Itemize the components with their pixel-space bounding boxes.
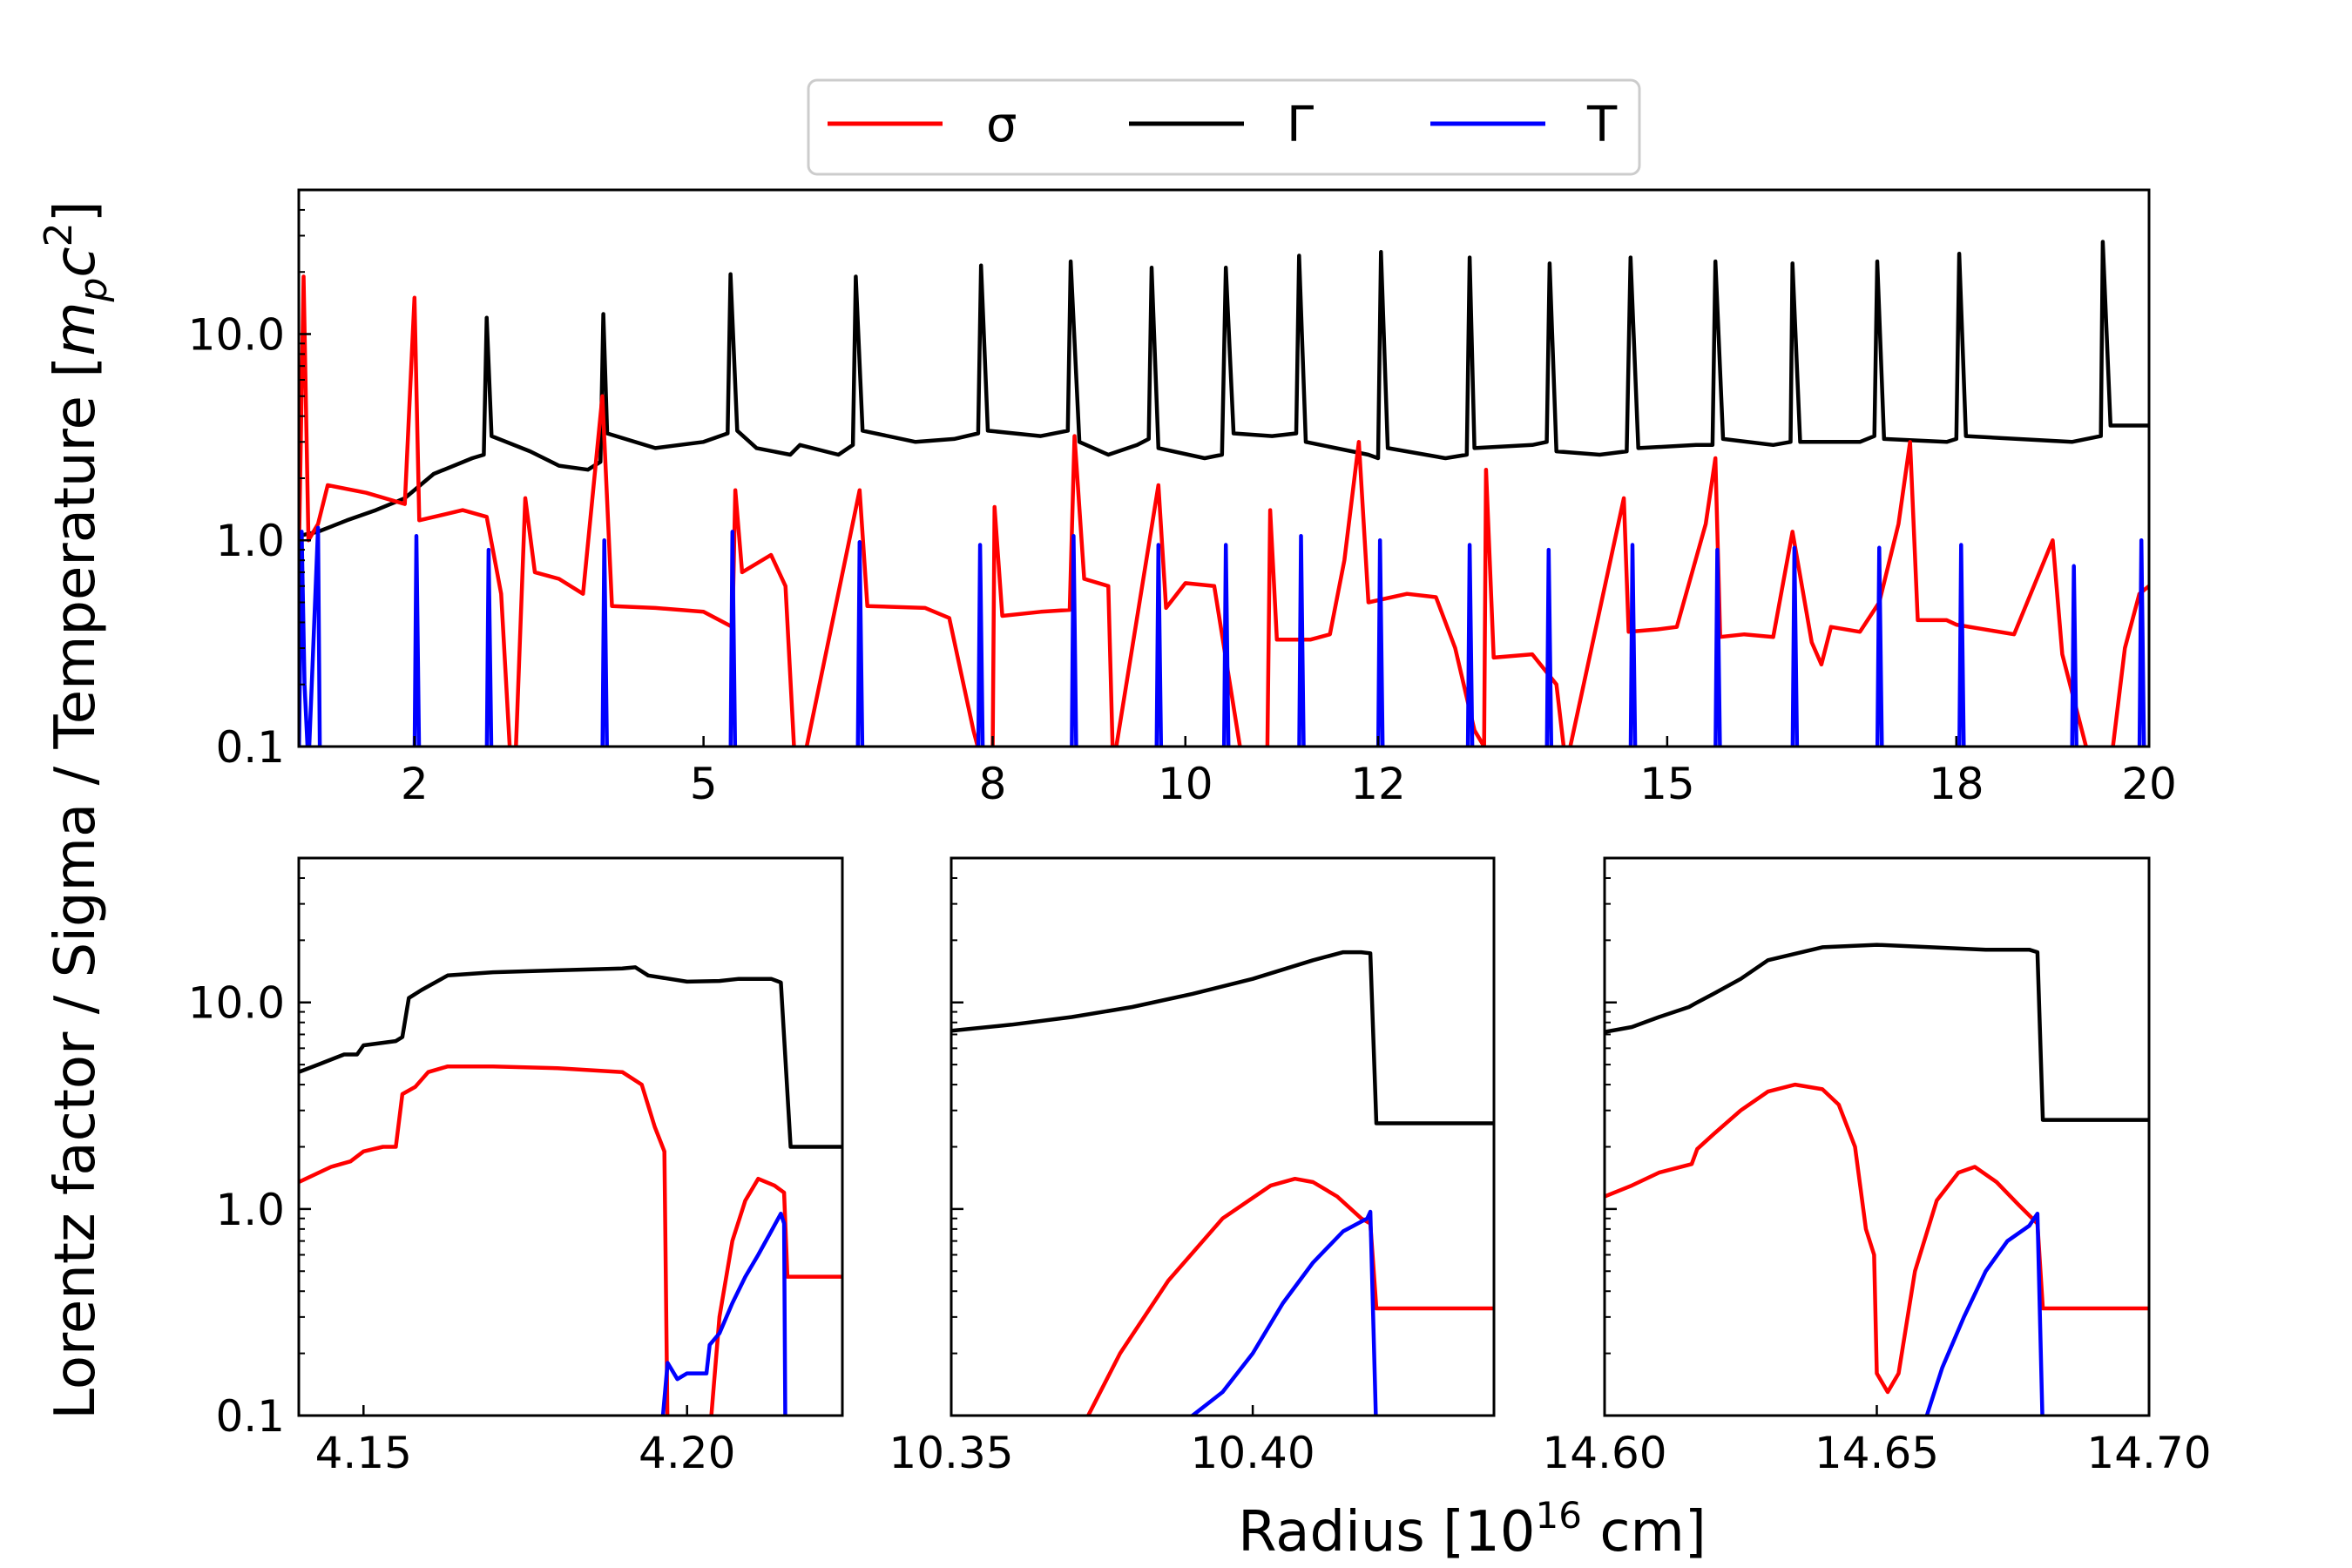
y-tick-label: 1.0 [215, 1185, 285, 1235]
series-group [951, 950, 1494, 1416]
series-line-sigma [299, 1064, 842, 1416]
plot-frame [297, 856, 844, 1417]
x-tick-label: 2 [401, 759, 429, 809]
legend-label-temperature: T [1586, 97, 1618, 153]
series-line-gamma [299, 240, 2149, 538]
y-tick-label: 1.0 [215, 516, 285, 566]
legend-label-sigma: σ [986, 97, 1017, 153]
x-tick-label: 4.15 [315, 1428, 412, 1478]
x-tick-label: 8 [979, 759, 1007, 809]
y-tick-label: 10.0 [188, 978, 285, 1029]
x-tick-label: 14.60 [1542, 1428, 1666, 1478]
series-line-temperature [1189, 1209, 1378, 1416]
series-line-temperature [660, 1211, 787, 1416]
plot-frame [297, 188, 2151, 748]
x-tick-label: 18 [1929, 759, 1984, 809]
legend-label-gamma: Γ [1287, 97, 1314, 153]
series-line-sigma [299, 274, 2149, 747]
series-group [1605, 943, 2149, 1416]
y-axis-title: Lorentz factor / Sigma / Temperature [mp… [37, 200, 116, 1419]
y-tick-label: 0.1 [215, 1391, 285, 1442]
panel-zoom-2: 10.35 10.40 [889, 856, 1496, 1478]
series-group [299, 965, 842, 1416]
series-line-sigma [1605, 1082, 2149, 1395]
x-tick-label: 14.65 [1815, 1428, 1939, 1478]
x-tick-label: 15 [1639, 759, 1695, 809]
y-tick-label: 0.1 [215, 722, 285, 773]
panel-top: 0.1 1.0 10.0 2 5 8 10 12 15 18 20 [188, 188, 2177, 809]
series-line-temperature [299, 525, 2146, 747]
series-line-gamma [299, 965, 842, 1149]
legend: σ Γ T [807, 78, 1641, 176]
x-tick-label: 20 [2121, 759, 2177, 809]
x-tick-label: 14.70 [2086, 1428, 2211, 1478]
y-tick-label: 10.0 [188, 309, 285, 360]
series-line-gamma [1605, 943, 2149, 1122]
series-line-gamma [951, 950, 1494, 1125]
series-group [299, 240, 2149, 747]
legend-frame [807, 78, 1641, 176]
x-tick-label: 5 [690, 759, 718, 809]
plot-frame [950, 856, 1496, 1417]
x-axis-title: Radius [1016 cm] [1238, 1494, 1707, 1565]
x-tick-label: 10.35 [889, 1428, 1013, 1478]
panel-zoom-3: 14.60 14.65 14.70 [1542, 856, 2212, 1478]
x-tick-label: 10.40 [1191, 1428, 1315, 1478]
series-line-temperature [1924, 1211, 2044, 1416]
x-tick-label: 12 [1350, 759, 1406, 809]
panel-zoom-1: 0.1 1.0 10.0 4.15 4.20 [188, 856, 844, 1478]
x-tick-label: 10 [1158, 759, 1213, 809]
x-tick-label: 4.20 [639, 1428, 735, 1478]
